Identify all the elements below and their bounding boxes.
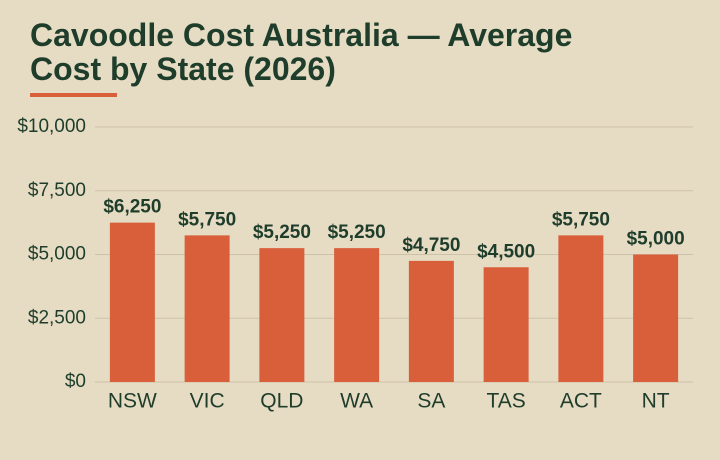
title-accent (30, 93, 117, 97)
bar (109, 222, 155, 382)
x-tick-label: TAS (486, 390, 525, 413)
bar (483, 267, 529, 382)
bar (259, 248, 305, 382)
y-tick-label: $7,500 (28, 180, 86, 201)
y-tick-label: $10,000 (17, 116, 86, 137)
x-tick-label: WA (340, 390, 373, 413)
value-label: $5,750 (178, 209, 236, 230)
bar (334, 248, 380, 382)
value-label: $5,000 (627, 229, 685, 250)
bar (408, 260, 454, 382)
y-tick-label: $0 (65, 371, 86, 392)
value-label: $6,250 (103, 197, 161, 218)
value-label: $5,250 (253, 222, 311, 243)
value-label: $4,500 (477, 241, 535, 262)
y-tick-label: $5,000 (28, 244, 86, 265)
x-tick-label: VIC (190, 390, 225, 413)
x-tick-label: ACT (560, 390, 602, 413)
value-label: $5,250 (328, 222, 386, 243)
chart-title: Cavoodle Cost Australia — Average Cost b… (30, 17, 573, 87)
x-tick-label: SA (417, 390, 445, 413)
value-label: $5,750 (552, 209, 610, 230)
y-tick-label: $2,500 (28, 307, 86, 328)
x-tick-label: QLD (260, 390, 303, 413)
bar (558, 235, 604, 382)
bar (633, 254, 679, 382)
bar (184, 235, 230, 382)
x-tick-label: NT (642, 390, 670, 413)
x-tick-label: NSW (108, 390, 157, 413)
value-label: $4,750 (402, 235, 460, 256)
